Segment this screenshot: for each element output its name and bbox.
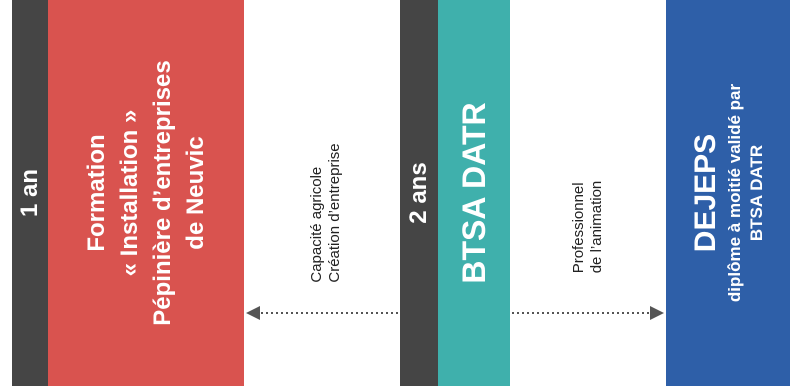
formation-block: Formation « Installation » Pépinière d’e…	[48, 0, 244, 386]
arrow-to-formation	[246, 306, 398, 320]
dejeps-block: DEJEPS diplôme à moitié validé par BTSA …	[666, 0, 790, 386]
arrow-to-dejeps	[512, 306, 664, 320]
btsa-datr-block: BTSA DATR	[438, 0, 510, 386]
duration-bar-2-ans: 2 ans	[400, 0, 438, 386]
duration-bar-1-an: 1 an	[12, 0, 48, 386]
